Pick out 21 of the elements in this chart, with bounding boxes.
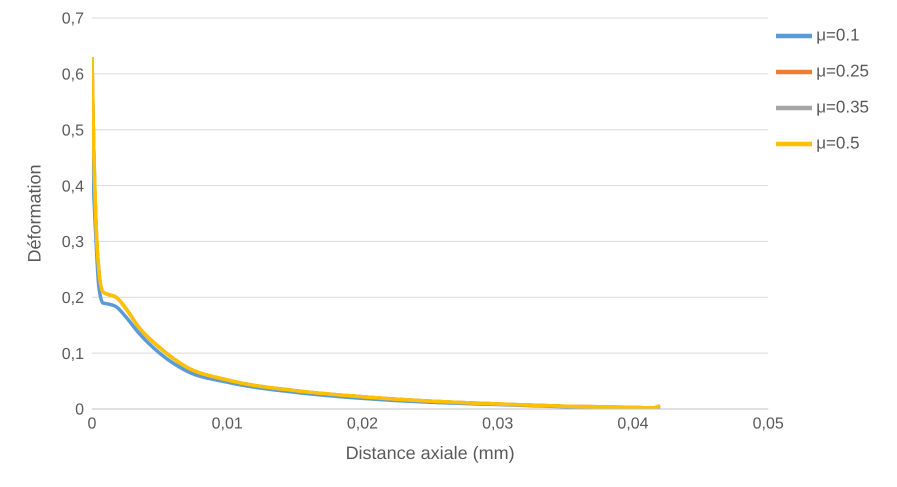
- x-tick-label: 0: [88, 415, 97, 432]
- y-axis-title: Déformation: [24, 164, 44, 263]
- legend-label: μ=0.5: [816, 133, 860, 152]
- y-tick-label: 0,7: [62, 10, 84, 28]
- y-tick-label: 0,1: [62, 346, 84, 363]
- y-tick-label: 0,2: [62, 290, 84, 307]
- x-tick-label: 0,02: [346, 415, 378, 432]
- x-tick-label: 0,05: [752, 415, 784, 432]
- x-tick-label: 0,01: [212, 415, 243, 432]
- line-series: [92, 55, 662, 409]
- y-tick-label: 0,6: [62, 66, 84, 84]
- x-tick-label: 0,04: [617, 415, 649, 432]
- y-tick-label: 0: [75, 402, 84, 419]
- legend-label: μ=0.1: [816, 25, 860, 44]
- x-axis-title: Distance axiale (mm): [346, 443, 515, 463]
- y-tick-label: 0,3: [62, 234, 84, 252]
- legend-label: μ=0.25: [816, 61, 869, 80]
- y-tick-label: 0,5: [62, 122, 84, 140]
- legend-label: μ=0.35: [816, 97, 869, 116]
- y-tick-label: 0,4: [62, 178, 84, 196]
- x-tick-label: 0,03: [482, 415, 514, 432]
